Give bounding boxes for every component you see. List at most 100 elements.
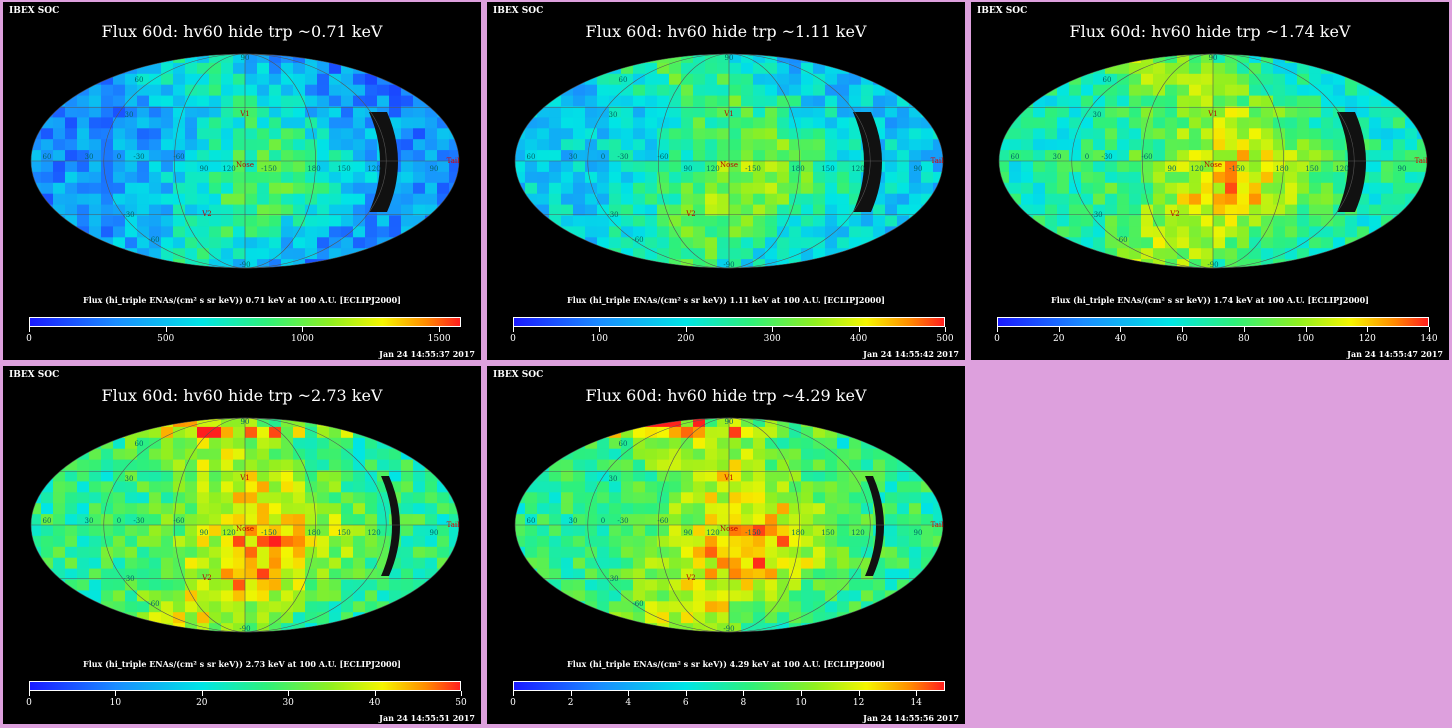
flux-pixel: [777, 448, 790, 461]
flux-pixel: [561, 568, 574, 581]
flux-pixel: [909, 128, 922, 140]
flux-pixel: [1273, 215, 1286, 227]
flux-pixel: [1285, 193, 1298, 206]
flux-pixel: [597, 171, 610, 184]
flux-pixel: [245, 171, 258, 184]
flux-pixel: [837, 95, 850, 108]
flux-pixel: [801, 579, 814, 591]
flux-pixel: [53, 448, 66, 461]
flux-pixel: [31, 481, 42, 493]
flux-pixel: [1405, 161, 1418, 173]
flux-pixel: [741, 437, 754, 450]
flux-pixel: [377, 95, 390, 108]
flux-pixel: [1093, 161, 1106, 173]
flux-pixel: [717, 503, 730, 515]
flux-pixel: [281, 62, 294, 75]
flux-pixel: [753, 426, 766, 439]
flux-pixel: [245, 128, 258, 140]
flux-pixel: [1381, 139, 1394, 151]
flux-pixel: [89, 470, 102, 482]
flux-pixel: [1177, 204, 1190, 217]
flux-pixel: [1189, 182, 1202, 195]
flux-pixel: [717, 73, 730, 86]
flux-pixel: [1237, 84, 1250, 97]
flux-pixel: [317, 139, 330, 151]
flux-pixel: [777, 514, 790, 526]
flux-pixel: [1165, 204, 1178, 217]
flux-pixel: [717, 54, 730, 64]
longitude-label: 120: [367, 165, 380, 173]
flux-pixel: [669, 492, 682, 504]
flux-pixel: [633, 204, 646, 217]
flux-pixel: [515, 62, 526, 75]
flux-pixel: [657, 601, 670, 613]
longitude-label: -150: [261, 165, 277, 173]
flux-pixel: [233, 481, 246, 493]
flux-pixel: [537, 171, 550, 184]
flux-pixel: [1249, 84, 1262, 97]
flux-pixel: [245, 437, 258, 450]
flux-pixel: [41, 623, 54, 632]
colorbar-tick: [439, 327, 441, 332]
flux-pixel: [1213, 73, 1226, 86]
flux-pixel: [717, 418, 730, 428]
flux-pixel: [161, 106, 174, 118]
flux-pixel: [329, 106, 342, 118]
flux-pixel: [849, 117, 862, 129]
flux-pixel: [437, 459, 450, 472]
flux-pixel: [861, 248, 874, 260]
flux-pixel: [221, 546, 234, 559]
flux-pixel: [137, 492, 150, 504]
flux-pixel: [1117, 128, 1130, 140]
flux-pixel: [765, 215, 778, 227]
longitude-label: 120: [1190, 165, 1203, 173]
longitude-label: 120: [851, 529, 864, 537]
flux-pixel: [377, 459, 390, 472]
flux-pixel: [717, 193, 730, 206]
flux-pixel: [101, 437, 114, 450]
flux-pixel: [849, 525, 862, 537]
flux-pixel: [185, 171, 198, 184]
flux-pixel: [669, 237, 682, 249]
flux-pixel: [233, 171, 246, 184]
flux-pixel: [729, 601, 742, 613]
flux-pixel: [561, 106, 574, 118]
flux-pixel: [269, 226, 282, 238]
flux-pixel: [413, 590, 426, 602]
flux-pixel: [1393, 84, 1406, 97]
flux-pixel: [1357, 73, 1370, 86]
flux-pixel: [933, 171, 943, 184]
flux-pixel: [1117, 182, 1130, 195]
flux-pixel: [31, 161, 42, 173]
flux-pixel: [1249, 139, 1262, 151]
flux-pixel: [561, 546, 574, 559]
flux-pixel: [1165, 237, 1178, 249]
flux-pixel: [1105, 259, 1118, 268]
flux-pixel: [173, 623, 186, 632]
flux-pixel: [1309, 139, 1322, 151]
flux-pixel: [1045, 54, 1058, 64]
flux-pixel: [233, 525, 246, 537]
flux-pixel: [897, 579, 910, 591]
flux-pixel: [549, 237, 562, 249]
flux-pixel: [729, 612, 742, 624]
flux-pixel: [1141, 182, 1154, 195]
flux-pixel: [341, 128, 354, 140]
flux-pixel: [645, 459, 658, 472]
flux-pixel: [233, 95, 246, 108]
flux-pixel: [293, 601, 306, 613]
flux-pixel: [753, 590, 766, 602]
flux-pixel: [1045, 248, 1058, 260]
flux-pixel: [365, 481, 378, 493]
flux-pixel: [789, 612, 802, 624]
flux-pixel: [89, 171, 102, 184]
flux-pixel: [341, 117, 354, 129]
latitude-label: -90: [723, 625, 734, 633]
flux-pixel: [1021, 248, 1034, 260]
flux-pixel: [401, 418, 414, 428]
flux-pixel: [1309, 84, 1322, 97]
flux-pixel: [1321, 215, 1334, 227]
flux-pixel: [1357, 84, 1370, 97]
flux-pixel: [305, 568, 318, 581]
flux-pixel: [1261, 237, 1274, 249]
